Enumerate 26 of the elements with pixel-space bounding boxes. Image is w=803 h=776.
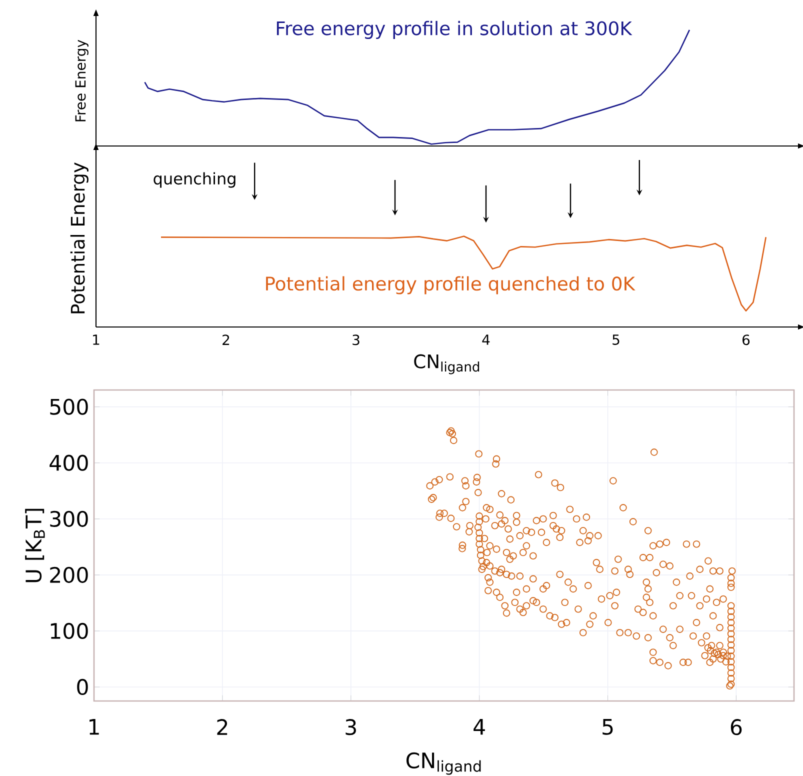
text: Free energy profile in solution at 300K <box>276 20 632 39</box>
x-tick-label: 2 <box>217 719 228 735</box>
x-tick-label: 2 <box>222 334 230 345</box>
x-tick-label: 5 <box>602 719 613 735</box>
y-tick-label: 200 <box>50 566 88 583</box>
y-axis-title: Free Energy <box>75 40 88 122</box>
x-tick-label: 6 <box>742 334 750 346</box>
y-tick-label: 300 <box>50 510 88 527</box>
x-axis-title: CN$_{ligand}$ <box>406 752 481 775</box>
x-tick-label: 1 <box>93 334 100 345</box>
x-tick-label: 4 <box>482 334 490 345</box>
x-tick-label: 5 <box>612 334 620 345</box>
y-tick-label: 400 <box>50 454 88 471</box>
x-tick-label: 4 <box>474 719 485 735</box>
y-tick-label: 500 <box>50 398 88 415</box>
x-tick-label: 3 <box>352 334 360 346</box>
y-tick-label: 0 <box>77 678 88 696</box>
series-label: Potential energy profile quenched to 0K <box>266 276 636 294</box>
y-axis-title: Potential Energy <box>70 162 88 314</box>
y-tick-label: 100 <box>50 622 88 640</box>
text: quenching <box>154 172 236 188</box>
y-axis-title: U [K$_{B}$T] <box>25 508 45 582</box>
x-tick-label: 6 <box>730 719 742 736</box>
x-axis-title: CN$_{ligand}$ <box>414 354 480 374</box>
x-tick-label: 3 <box>346 719 356 736</box>
x-tick-label: 1 <box>90 719 99 735</box>
